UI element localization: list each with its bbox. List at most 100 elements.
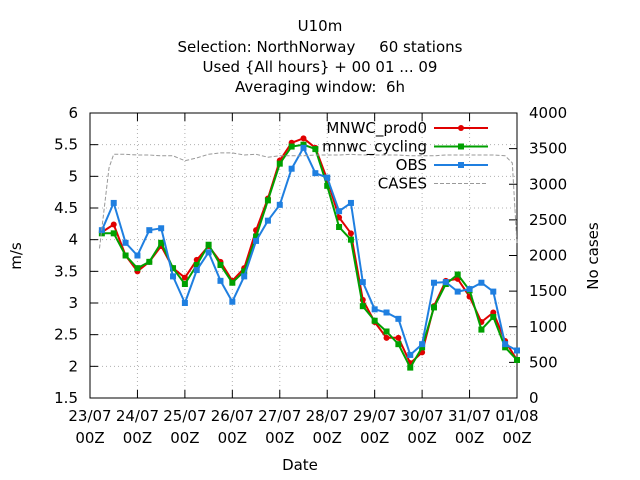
y2-axis-label: No cases xyxy=(584,222,602,290)
point-OBS xyxy=(288,165,295,172)
point-OBS xyxy=(490,288,497,295)
point-OBS xyxy=(264,217,271,224)
point-mnwc_cycling xyxy=(181,281,188,287)
y-axis-left: 1.5 2 2.5 3 3.5 4 4.5 5 5.5 6 xyxy=(54,104,98,407)
point-mnwc_cycling xyxy=(193,262,200,268)
point-OBS xyxy=(502,341,509,348)
point-OBS xyxy=(395,315,402,322)
point-MNWC_prod0 xyxy=(383,334,390,341)
x-tick-label-date: 28/07 xyxy=(306,407,349,425)
point-mnwc_cycling xyxy=(134,265,141,272)
point-OBS xyxy=(454,288,461,295)
point-OBS xyxy=(312,170,319,177)
point-mnwc_cycling xyxy=(454,271,461,278)
point-OBS xyxy=(146,227,153,234)
point-OBS xyxy=(514,347,520,354)
series-line-mnwc_cycling xyxy=(101,143,518,369)
point-OBS xyxy=(478,279,485,286)
point-mnwc_cycling xyxy=(146,258,153,265)
y-tick-label: 3.5 xyxy=(54,262,78,280)
point-mnwc_cycling xyxy=(205,241,212,248)
y-tick-label: 1.5 xyxy=(54,389,78,407)
point-OBS xyxy=(300,144,307,151)
y-tick-label: 2 xyxy=(68,357,78,375)
point-OBS xyxy=(419,341,426,348)
legend-label: mnwc_cycling xyxy=(322,138,427,157)
point-mnwc_cycling xyxy=(158,239,165,246)
point-OBS xyxy=(229,298,236,305)
point-mnwc_cycling xyxy=(419,344,426,351)
x-tick-label-date: 30/07 xyxy=(400,407,443,425)
y2-tick-label: 2500 xyxy=(529,211,567,229)
point-MNWC_prod0 xyxy=(347,230,354,237)
x-tick-label-hour: 00Z xyxy=(170,429,199,447)
x-tick-label-hour: 00Z xyxy=(75,429,104,447)
point-mnwc_cycling xyxy=(347,236,354,243)
y2-tick-label: 0 xyxy=(529,389,539,407)
series-line-CASES xyxy=(99,152,518,249)
point-mnwc_cycling xyxy=(490,313,497,320)
point-mnwc_cycling xyxy=(478,326,485,333)
point-OBS xyxy=(134,252,141,259)
point-mnwc_cycling xyxy=(253,233,260,240)
legend-marker xyxy=(458,125,464,131)
point-OBS xyxy=(407,351,414,358)
point-OBS xyxy=(217,277,224,284)
y-tick-label: 6 xyxy=(68,104,78,122)
point-mnwc_cycling xyxy=(241,268,248,275)
title-line-2: Selection: NorthNorway 60 stations xyxy=(178,38,463,56)
legend-marker xyxy=(458,162,464,168)
point-mnwc_cycling xyxy=(229,279,236,286)
x-tick-label-date: 24/07 xyxy=(116,407,159,425)
x-tick-label-date: 31/07 xyxy=(448,407,491,425)
y2-tick-label: 3500 xyxy=(529,140,567,158)
y2-tick-label: 1500 xyxy=(529,282,567,300)
y2-tick-label: 3000 xyxy=(529,175,567,193)
series-group xyxy=(98,135,520,371)
x-tick-label-hour: 00Z xyxy=(360,429,389,447)
point-OBS xyxy=(466,286,473,293)
point-mnwc_cycling xyxy=(514,357,520,363)
point-mnwc_cycling xyxy=(395,341,402,348)
point-mnwc_cycling xyxy=(217,262,224,268)
x-tick-label-date: 26/07 xyxy=(211,407,254,425)
y-tick-label: 4.5 xyxy=(54,199,78,217)
legend-marker xyxy=(458,143,464,150)
x-tick-label-hour: 00Z xyxy=(265,429,294,447)
point-MNWC_prod0 xyxy=(300,135,307,142)
point-mnwc_cycling xyxy=(300,141,307,148)
point-OBS xyxy=(253,237,260,244)
y2-tick-label: 4000 xyxy=(529,104,567,122)
title-line-4: Averaging window: 6h xyxy=(235,78,405,96)
point-OBS xyxy=(170,273,177,280)
point-OBS xyxy=(110,199,117,206)
point-mnwc_cycling xyxy=(502,344,509,351)
x-tick-label-date: 25/07 xyxy=(163,407,206,425)
x-tick-label-hour: 00Z xyxy=(123,429,152,447)
point-OBS xyxy=(442,279,449,286)
x-axis-label: Date xyxy=(282,456,318,474)
point-OBS xyxy=(383,309,390,316)
y-tick-label: 5.5 xyxy=(54,136,78,154)
point-mnwc_cycling xyxy=(110,230,117,237)
title-line-1: U10m xyxy=(298,17,343,35)
x-tick-label-hour: 00Z xyxy=(407,429,436,447)
legend-label: MNWC_prod0 xyxy=(326,119,427,138)
point-OBS xyxy=(336,208,343,215)
point-OBS xyxy=(359,279,366,286)
x-tick-label-hour: 00Z xyxy=(502,429,531,447)
x-axis: 23/07 00Z 24/07 00Z 25/07 00Z 26/07 00Z 27/07 00Z… xyxy=(68,113,539,447)
point-OBS xyxy=(347,199,354,206)
point-MNWC_prod0 xyxy=(181,274,188,281)
x-tick-label-date: 27/07 xyxy=(258,407,301,425)
point-mnwc_cycling xyxy=(98,230,105,237)
y-tick-label: 3 xyxy=(68,294,78,312)
point-mnwc_cycling xyxy=(276,160,283,167)
point-mnwc_cycling xyxy=(324,182,331,189)
point-OBS xyxy=(371,306,378,313)
y-tick-label: 5 xyxy=(68,167,78,185)
x-tick-label-date: 01/08 xyxy=(495,407,538,425)
title-line-3: Used {All hours} + 00 01 ... 09 xyxy=(203,58,438,76)
